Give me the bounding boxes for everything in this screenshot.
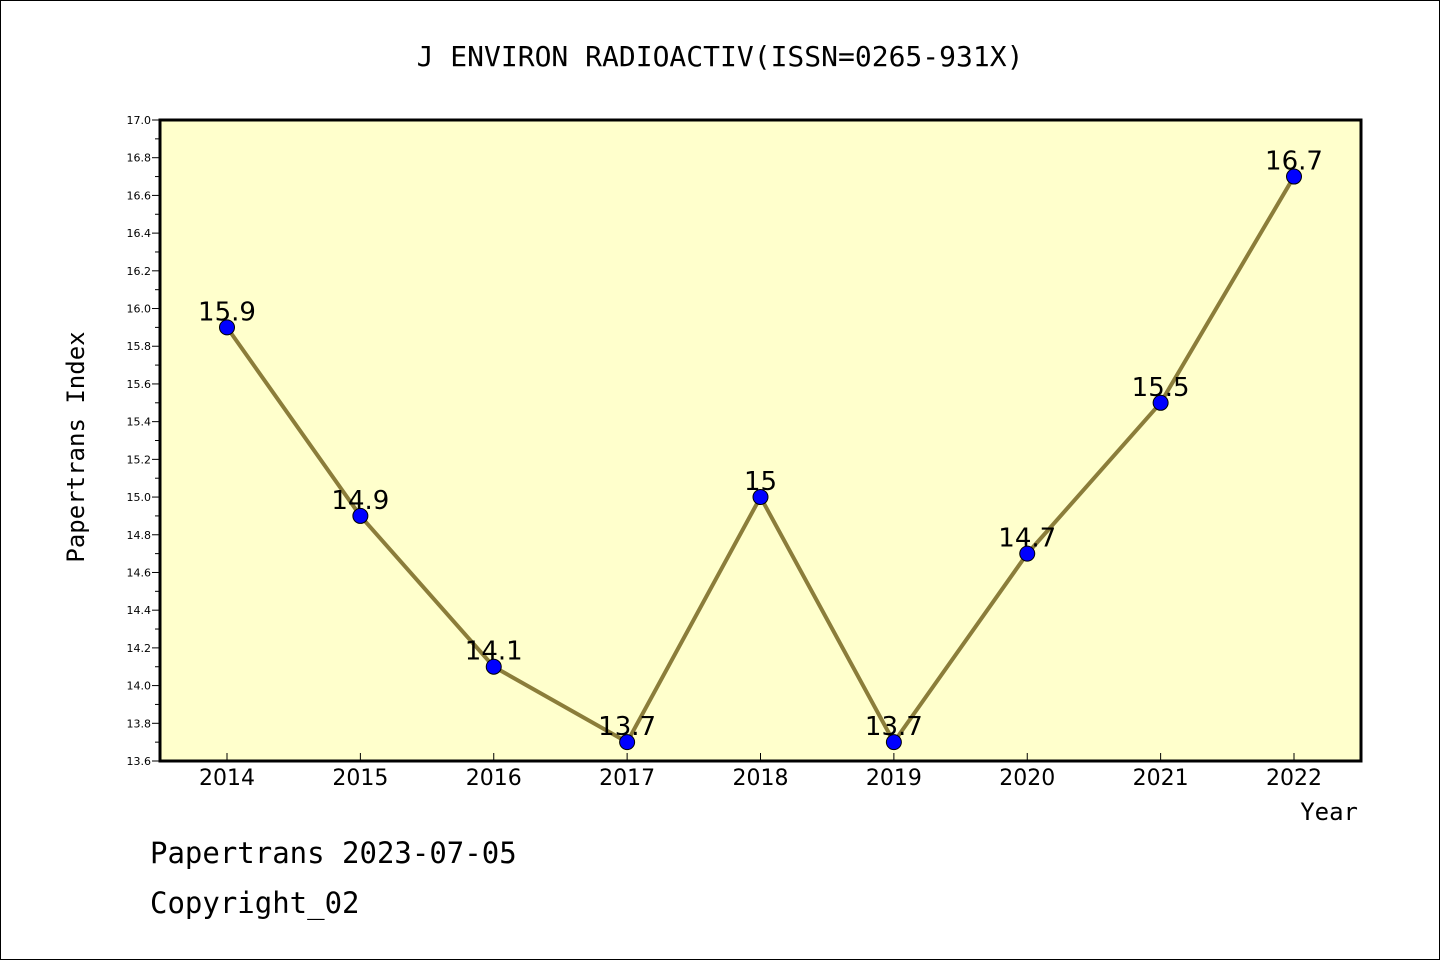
data-label: 15.9 bbox=[198, 297, 256, 327]
data-point bbox=[1019, 545, 1036, 562]
y-tick-label: 15.0 bbox=[127, 491, 152, 504]
data-point bbox=[752, 489, 769, 506]
data-point bbox=[1286, 168, 1302, 185]
data-point bbox=[352, 507, 369, 524]
data-labels-group: 15.9 14.9 14.1 13.7 15 13.7 14.7 15.5 16.7 bbox=[198, 147, 1323, 743]
data-label: 14.7 bbox=[998, 524, 1056, 554]
x-tick-label: 2020 bbox=[999, 766, 1055, 791]
data-label: 15 bbox=[744, 467, 777, 497]
footer-date-text: Papertrans 2023-07-05 bbox=[150, 836, 517, 870]
y-tick-label: 14.6 bbox=[127, 566, 152, 579]
y-tick-label: 15.2 bbox=[127, 453, 152, 466]
y-tick-label: 16.4 bbox=[127, 227, 152, 240]
x-tick-label: 2014 bbox=[199, 766, 255, 791]
x-tick-label: 2022 bbox=[1266, 766, 1322, 791]
y-axis-ticks: 13.6 13.8 14.0 14.2 14.4 14.6 14.8 15.0 15.2 15.4… bbox=[127, 114, 160, 768]
x-tick-label: 2018 bbox=[733, 766, 789, 791]
y-tick-label: 14.2 bbox=[127, 642, 152, 655]
y-tick-label: 16.0 bbox=[127, 303, 152, 316]
y-tick-label: 13.8 bbox=[127, 717, 152, 730]
y-axis-title: Papertrans Index bbox=[62, 331, 90, 562]
data-label: 15.5 bbox=[1132, 373, 1190, 403]
y-tick-label: 14.4 bbox=[127, 604, 152, 617]
y-tick-label: 16.2 bbox=[127, 265, 152, 278]
x-tick-label: 2019 bbox=[866, 766, 922, 791]
chart-title: J ENVIRON RADIOACTIV(ISSN=0265-931X) bbox=[417, 40, 1024, 73]
y-tick-label: 15.8 bbox=[127, 340, 152, 353]
data-label: 13.7 bbox=[598, 712, 656, 742]
data-point bbox=[1152, 394, 1169, 411]
y-tick-label: 15.6 bbox=[127, 378, 152, 391]
plot-border bbox=[158, 118, 1363, 763]
y-tick-label: 17.0 bbox=[127, 114, 152, 127]
series-points-group bbox=[219, 168, 1302, 751]
x-axis-ticks: 2014 2015 2016 2017 2018 2019 2020 2021 2022 bbox=[199, 753, 1322, 791]
data-label: 14.1 bbox=[465, 637, 523, 667]
data-point bbox=[219, 319, 235, 336]
x-tick-label: 2015 bbox=[332, 766, 388, 791]
x-axis-title: Year bbox=[1300, 798, 1358, 826]
y-tick-label: 16.6 bbox=[127, 189, 152, 202]
footer-copyright-text: Copyright_02 bbox=[150, 886, 360, 920]
plot-area bbox=[160, 120, 1361, 761]
data-label: 13.7 bbox=[865, 712, 923, 742]
x-tick-label: 2017 bbox=[599, 766, 655, 791]
y-tick-label: 16.8 bbox=[127, 152, 152, 165]
y-tick-label: 14.8 bbox=[127, 529, 152, 542]
data-label: 14.9 bbox=[331, 486, 389, 516]
y-tick-label: 15.4 bbox=[127, 416, 152, 429]
x-tick-label: 2016 bbox=[466, 766, 522, 791]
data-point bbox=[485, 658, 502, 675]
y-tick-label: 14.0 bbox=[127, 680, 152, 693]
data-label: 16.7 bbox=[1265, 147, 1323, 177]
data-point bbox=[885, 734, 902, 751]
data-point bbox=[619, 734, 636, 751]
y-tick-label: 13.6 bbox=[127, 755, 152, 768]
x-tick-label: 2021 bbox=[1133, 766, 1189, 791]
